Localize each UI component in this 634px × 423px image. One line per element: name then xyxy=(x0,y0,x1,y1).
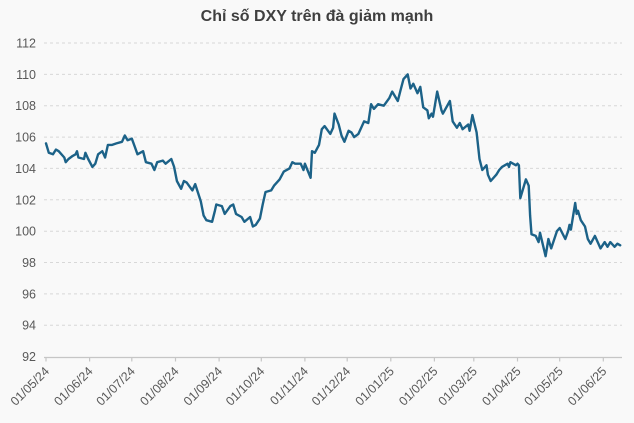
x-tick-label-12: 01/05/25 xyxy=(522,364,566,408)
y-tick-label-104: 104 xyxy=(15,162,36,176)
x-tick-label-7: 01/12/24 xyxy=(309,364,353,408)
x-tick-label-13: 01/06/25 xyxy=(565,364,609,408)
y-tick-label-110: 110 xyxy=(16,68,36,82)
dxy-series-line xyxy=(44,73,622,258)
x-tick-label-9: 01/02/25 xyxy=(396,364,440,408)
y-tick-label-94: 94 xyxy=(22,319,36,333)
y-tick-label-92: 92 xyxy=(22,350,36,364)
y-tick-label-102: 102 xyxy=(15,193,36,207)
y-tick-label-106: 106 xyxy=(15,131,36,145)
x-tick-label-4: 01/09/24 xyxy=(181,364,225,408)
y-tick-label-96: 96 xyxy=(22,287,36,301)
x-tick-label-0: 01/05/24 xyxy=(8,364,52,408)
x-tick-label-11: 01/04/25 xyxy=(479,364,523,408)
y-tick-label-108: 108 xyxy=(15,99,36,113)
x-tick-label-10: 01/03/25 xyxy=(436,364,480,408)
y-tick-label-112: 112 xyxy=(16,37,36,51)
x-axis xyxy=(44,356,622,362)
y-axis-labels: 92 94 96 98 100 102 104 106 108 110 112 xyxy=(15,37,36,365)
grid-lines xyxy=(44,42,622,326)
chart-title: Chỉ số DXY trên đà giảm mạnh xyxy=(200,8,434,25)
x-tick-label-1: 01/06/24 xyxy=(51,364,95,408)
x-tick-label-5: 01/10/24 xyxy=(223,364,267,408)
y-tick-label-98: 98 xyxy=(22,256,36,270)
x-tick-label-3: 01/08/24 xyxy=(137,364,181,408)
x-tick-label-6: 01/11/24 xyxy=(267,364,311,408)
y-tick-label-100: 100 xyxy=(15,225,36,239)
x-tick-label-2: 01/07/24 xyxy=(94,364,138,408)
x-tick-label-8: 01/01/25 xyxy=(353,364,397,408)
